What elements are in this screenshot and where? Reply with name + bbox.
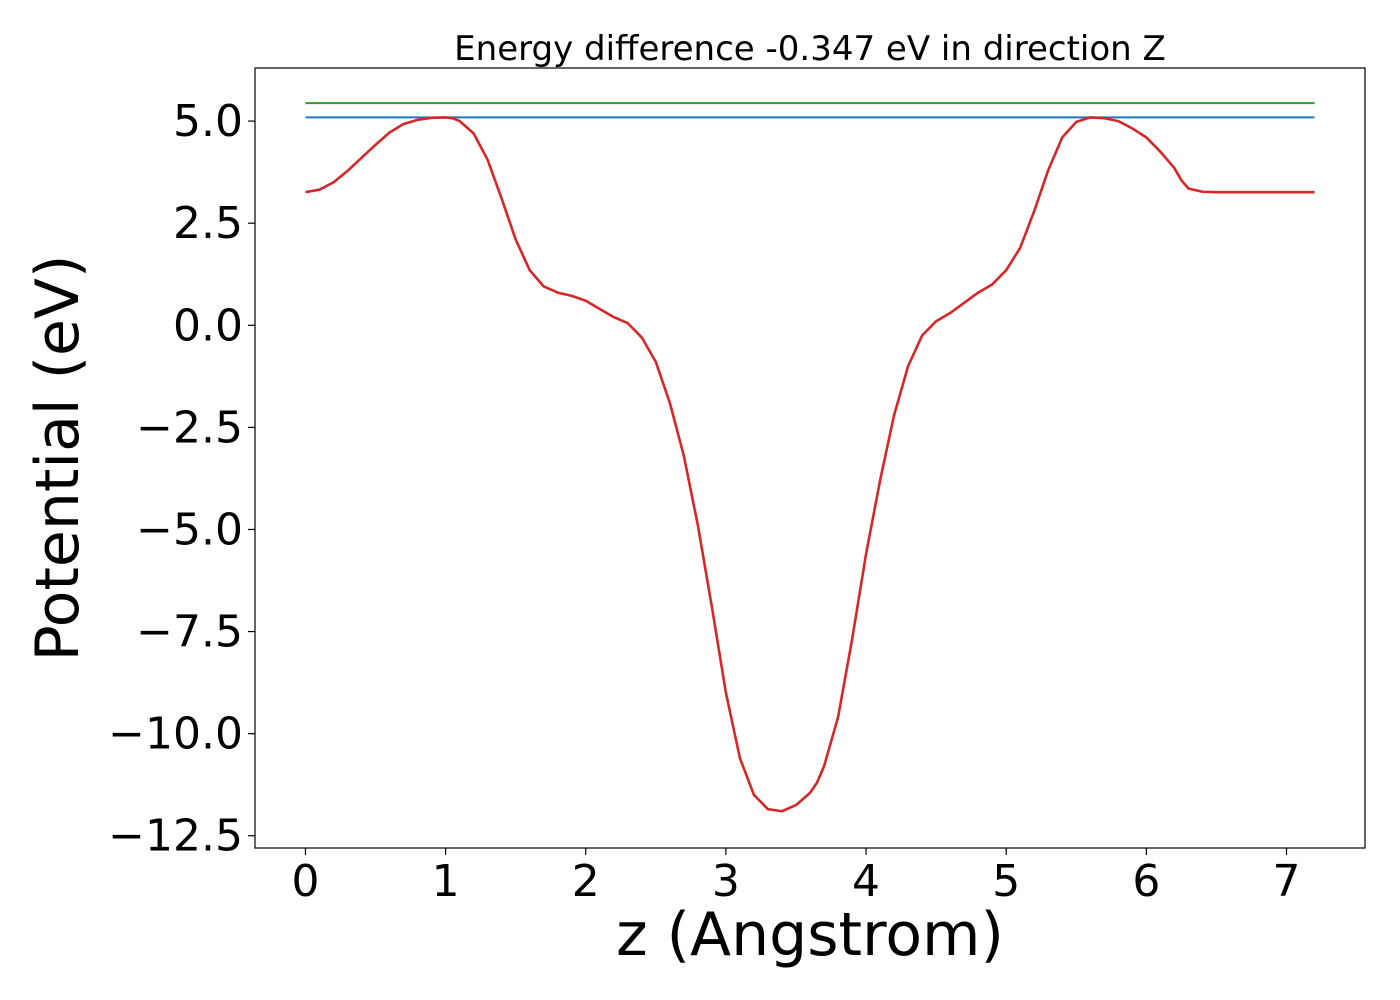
x-axis: 0 1 2 3 4 5 6 7 <box>291 848 1301 907</box>
x-tick-label: 2 <box>572 856 600 907</box>
y-tick-label: 0.0 <box>173 300 243 351</box>
y-tick-label: 2.5 <box>173 198 243 249</box>
y-tick-label: −10.0 <box>108 709 243 760</box>
y-tick-label: −2.5 <box>136 402 243 453</box>
y-axis-label: Potential (eV) <box>23 255 93 662</box>
x-tick-label: 0 <box>291 856 319 907</box>
x-tick-label: 4 <box>852 856 880 907</box>
x-tick-label: 7 <box>1273 856 1301 907</box>
y-axis: 5.0 2.5 0.0 −2.5 −5.0 −7.5 −10.0 −12.5 <box>108 96 255 862</box>
y-tick-label: 5.0 <box>173 96 243 147</box>
plot-frame <box>254 67 1366 849</box>
x-tick-label: 6 <box>1132 856 1160 907</box>
series-line-2 <box>305 116 1315 813</box>
y-tick-label: −12.5 <box>108 811 243 862</box>
y-tick-label: −7.5 <box>136 607 243 658</box>
x-tick-label: 5 <box>992 856 1020 907</box>
y-tick-label: −5.0 <box>136 504 243 555</box>
x-tick-label: 1 <box>432 856 460 907</box>
x-tick-label: 3 <box>712 856 740 907</box>
chart-title: Energy difference -0.347 eV in direction… <box>454 29 1166 69</box>
x-axis-label: z (Angstrom) <box>616 900 1004 970</box>
series-layer <box>305 102 1315 813</box>
